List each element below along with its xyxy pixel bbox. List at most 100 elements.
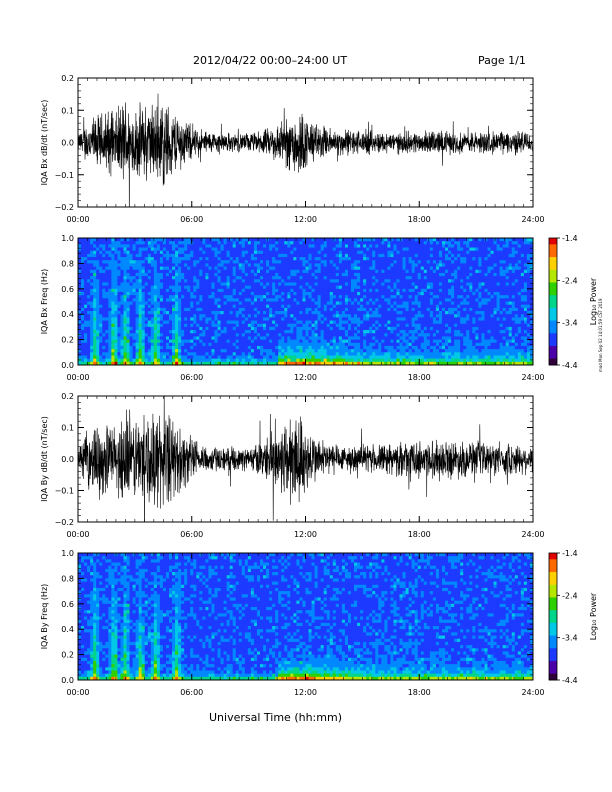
spectrogram-cell <box>360 358 364 363</box>
spectrogram-cell <box>381 253 385 258</box>
spectrogram-cell <box>408 269 413 274</box>
spectrogram-cell <box>238 244 243 248</box>
spectrogram-cell <box>275 320 279 325</box>
spectrogram-cell <box>132 304 137 309</box>
spectrogram-cell <box>150 285 155 290</box>
spectrogram-cell <box>314 317 319 321</box>
spectrogram-cell <box>396 361 400 366</box>
spectrogram-cell <box>305 266 309 271</box>
spectrogram-cell <box>196 279 200 283</box>
spectrogram-cell <box>281 320 285 325</box>
spectrogram-cell <box>102 244 106 248</box>
spectrogram-cell <box>290 276 294 280</box>
spectrogram-cell <box>299 238 303 242</box>
y-tick-label: 0.0 <box>61 139 74 148</box>
spectrogram-cell <box>326 317 331 321</box>
spectrogram-cell <box>429 260 434 264</box>
spectrogram-cell <box>317 250 322 255</box>
spectrogram-cell <box>147 323 152 328</box>
spectrogram-cell <box>232 311 237 315</box>
spectrogram-cell <box>126 358 130 363</box>
spectrogram-cell <box>208 288 212 293</box>
spectrogram-cell <box>429 269 434 274</box>
spectrogram-cell <box>172 250 176 255</box>
spectrogram-cell <box>351 317 355 321</box>
spectrogram-cell <box>269 339 273 344</box>
spectrogram-cell <box>87 272 91 277</box>
spectrogram-cell <box>244 314 249 318</box>
spectrogram-cell <box>311 257 315 261</box>
spectrogram-cell <box>147 317 152 321</box>
spectrogram-cell <box>299 244 303 248</box>
spectrogram-cell <box>381 330 385 334</box>
spectrogram-cell <box>314 269 319 274</box>
spectrogram-cell <box>347 345 352 350</box>
spectrogram-cell <box>290 260 294 264</box>
spectrogram-cell <box>208 307 212 312</box>
spectrogram-cell <box>435 295 440 299</box>
spectrogram-cell <box>305 330 309 334</box>
spectrogram-cell <box>399 358 403 363</box>
spectrogram-cell <box>129 323 133 328</box>
spectrogram-cell <box>272 250 276 255</box>
spectrogram-cell <box>165 253 170 258</box>
spectrogram-cell <box>229 304 234 309</box>
spectrogram-cell <box>317 314 322 318</box>
spectrogram-cell <box>178 260 182 264</box>
spectrogram-cell <box>405 307 410 312</box>
spectrogram-cell <box>335 339 340 344</box>
spectrogram-cell <box>442 279 446 283</box>
spectrogram-cell <box>278 272 282 277</box>
spectrogram-cell <box>317 247 322 252</box>
spectrogram-cell <box>302 342 306 347</box>
spectrogram-cell <box>323 257 328 261</box>
spectrogram-cell <box>199 241 203 245</box>
spectrogram-cell <box>272 355 276 360</box>
spectrogram-cell <box>347 355 352 360</box>
spectrogram-cell <box>169 323 173 328</box>
spectrogram-cell <box>302 323 306 328</box>
spectrogram-cell <box>193 238 197 242</box>
spectrogram-cell <box>196 238 200 242</box>
spectrogram-cell <box>293 330 297 334</box>
spectrogram-cell <box>390 272 394 277</box>
spectrogram-cell <box>378 323 382 328</box>
spectrogram-cell <box>150 336 155 340</box>
spectrogram-cell <box>390 311 394 315</box>
spectrogram-cell <box>232 291 237 296</box>
spectrogram-cell <box>162 345 167 350</box>
spectrogram-cell <box>378 326 382 331</box>
spectrogram-cell <box>220 304 224 309</box>
spectrogram-cell <box>141 291 146 296</box>
spectrogram-cell <box>347 358 352 363</box>
spectrogram-cell <box>141 282 146 287</box>
spectrogram-cell <box>420 250 425 255</box>
spectrogram-cell <box>81 295 85 299</box>
spectrogram-cell <box>278 266 282 271</box>
spectrogram-cell <box>205 317 209 321</box>
spectrogram-cell <box>111 323 115 328</box>
spectrogram-cell <box>78 301 82 306</box>
spectrogram-cell <box>165 345 170 350</box>
spectrogram-cell <box>341 307 346 312</box>
spectrogram-cell <box>293 326 297 331</box>
spectrogram-cell <box>435 285 440 290</box>
spectrogram-cell <box>426 285 431 290</box>
spectrogram-cell <box>193 339 197 344</box>
spectrogram-cell <box>226 260 231 264</box>
spectrogram-cell <box>247 333 252 337</box>
spectrogram-cell <box>144 269 149 274</box>
spectrogram-cell <box>90 291 94 296</box>
spectrogram-cell <box>165 298 170 302</box>
spectrogram-cell <box>214 320 218 325</box>
spectrogram-cell <box>247 279 252 283</box>
spectrogram-cell <box>284 317 288 321</box>
spectrogram-cell <box>105 260 109 264</box>
spectrogram-cell <box>335 361 340 366</box>
spectrogram-cell <box>247 266 252 271</box>
spectrogram-cell <box>363 301 367 306</box>
spectrogram-cell <box>129 358 133 363</box>
spectrogram-cell <box>260 260 264 264</box>
spectrogram-cell <box>308 257 312 261</box>
spectrogram-cell <box>396 298 400 302</box>
